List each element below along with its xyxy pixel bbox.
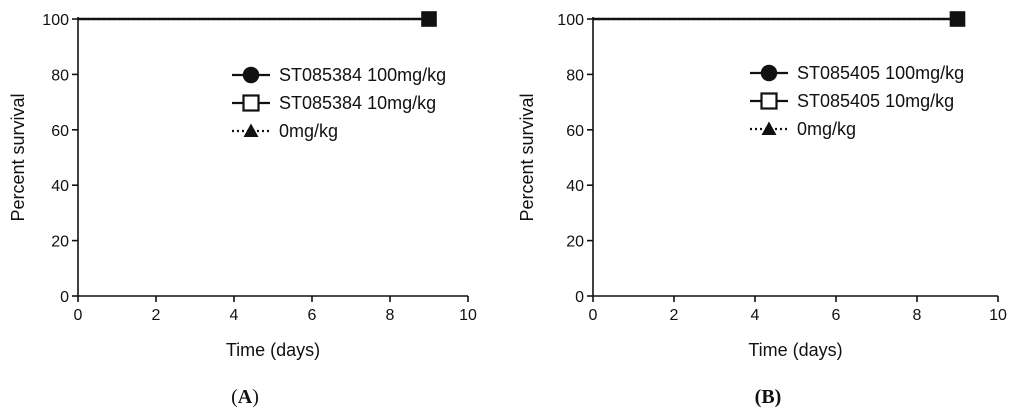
y-tick-label: 40 — [566, 178, 584, 195]
legend-label-0: ST085384 100mg/kg — [279, 65, 446, 85]
y-tick-label: 60 — [566, 123, 584, 140]
panel-label-B: (B) — [755, 386, 782, 408]
legend-label-2: 0mg/kg — [279, 121, 338, 141]
x-tick-label: 2 — [670, 307, 679, 324]
chart-B: 0 20 40 60 80 100 0 2 4 6 8 10 Time (days) Percent su… — [517, 11, 1007, 408]
x-tick-label: 4 — [230, 307, 239, 324]
y-axis-label: Percent survival — [517, 93, 537, 221]
y-tick-label: 80 — [51, 67, 69, 84]
legend-marker-1 — [760, 92, 778, 110]
legend-label-2: 0mg/kg — [797, 119, 856, 139]
x-tick-label: 10 — [459, 307, 477, 324]
x-tick-label: 10 — [989, 307, 1007, 324]
x-tick-label: 8 — [913, 307, 922, 324]
legend-marker-0 — [760, 64, 778, 82]
x-tick-label: 6 — [832, 307, 841, 324]
x-tick-label: 0 — [589, 307, 598, 324]
y-axis-label: Percent survival — [8, 93, 28, 221]
y-tick-label: 100 — [42, 12, 69, 29]
legend-label-0: ST085405 100mg/kg — [797, 63, 964, 83]
legend-label-1: ST085384 10mg/kg — [279, 93, 436, 113]
legend-marker-0 — [242, 66, 260, 84]
y-tick-label: 80 — [566, 67, 584, 84]
x-axis-label: Time (days) — [748, 340, 842, 360]
legend-label-1: ST085405 10mg/kg — [797, 91, 954, 111]
x-tick-label: 8 — [386, 307, 395, 324]
x-axis-label: Time (days) — [226, 340, 320, 360]
chart-A: 0 20 40 60 80 100 0 2 4 6 8 10 Time (days) Percent su… — [8, 11, 477, 408]
endpoint-marker — [949, 11, 966, 27]
y-tick-label: 0 — [575, 289, 584, 306]
panel-label-A: (A) — [231, 386, 259, 408]
y-tick-label: 40 — [51, 178, 69, 195]
x-tick-label: 6 — [308, 307, 317, 324]
endpoint-marker — [421, 11, 437, 27]
x-tick-label: 4 — [751, 307, 760, 324]
y-tick-label: 60 — [51, 123, 69, 140]
y-tick-label: 20 — [51, 234, 69, 251]
y-tick-label: 100 — [557, 12, 584, 29]
legend-marker-2 — [243, 123, 259, 137]
legend-marker-1 — [242, 94, 260, 112]
legend-marker-2 — [761, 121, 777, 135]
y-tick-label: 0 — [60, 289, 69, 306]
y-tick-label: 20 — [566, 234, 584, 251]
x-tick-label: 0 — [74, 307, 83, 324]
x-tick-label: 2 — [152, 307, 161, 324]
